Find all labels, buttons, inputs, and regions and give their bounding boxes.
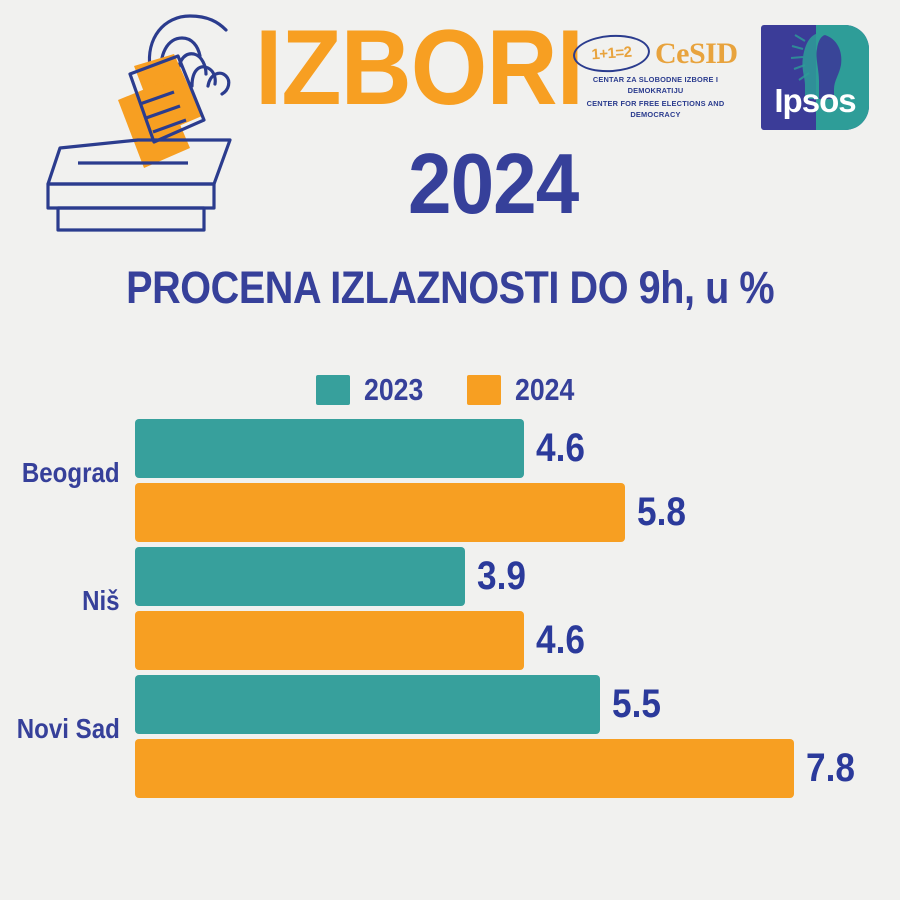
bar-group-nis: Niš 3.9 4.6 [0,543,900,670]
legend-swatch-2024 [467,375,501,405]
ipsos-logo: Ipsos [761,25,869,130]
ipsos-face-profile-icon [790,33,842,99]
legend-item-2024: 2024 [467,372,584,408]
legend-swatch-2023 [316,375,351,405]
ballot-box-hand-icon [22,8,262,240]
bar-chart: Beograd 4.6 5.8 Niš 3.9 4.6 Novi Sad 5.5… [0,415,900,815]
chart-subtitle: PROCENA IZLAZNOSTI DO 9h, u % [0,262,900,314]
legend-label-2023: 2023 [364,372,424,407]
category-label-nis: Niš [82,585,120,616]
bar-group-beograd: Beograd 4.6 5.8 [0,415,900,542]
bar-value-beograd-2024: 5.8 [637,490,687,534]
legend-label-2024: 2024 [515,372,575,407]
cesid-logo: 1+1=2 CeSID CENTAR ZA SLOBODNE IZBORE I … [571,32,738,119]
legend-item-2023: 2023 [316,372,433,408]
cesid-equation-text: 1+1=2 [590,43,633,64]
bar-nis-2024 [135,611,524,670]
chart-legend: 2023 2024 [0,372,900,408]
page-title-year: 2024 [408,137,579,232]
bar-group-novi-sad: Novi Sad 5.5 7.8 [0,671,900,798]
bar-value-nis-2024: 4.6 [535,618,585,662]
bar-value-nis-2023: 3.9 [476,554,526,598]
chart-subtitle-text: PROCENA IZLAZNOSTI DO 9h, u % [125,262,774,313]
page-title-izbori: IZBORI [255,7,584,127]
cesid-wordmark-text: CeSID [655,36,738,70]
bar-beograd-2024 [135,483,626,542]
ipsos-wordmark: Ipsos [774,82,856,119]
cesid-equation-icon: 1+1=2 [571,32,652,75]
bar-nis-2023 [135,547,465,606]
bar-value-novi-sad-2023: 5.5 [611,682,661,726]
cesid-wordmark: CeSID [655,36,738,70]
bar-novi-sad-2024 [135,739,795,798]
cesid-subtitle-en: CENTER FOR FREE ELECTIONS AND DEMOCRACY [586,99,725,120]
bar-novi-sad-2023 [135,675,600,734]
bar-value-novi-sad-2024: 7.8 [806,746,856,790]
bar-beograd-2023 [135,419,524,478]
category-label-novi-sad: Novi Sad [16,713,120,744]
bar-value-beograd-2023: 4.6 [535,426,585,470]
category-label-beograd: Beograd [22,457,120,488]
cesid-subtitle-sr: CENTAR ZA SLOBODNE IZBORE I DEMOKRATIJU [592,75,719,95]
